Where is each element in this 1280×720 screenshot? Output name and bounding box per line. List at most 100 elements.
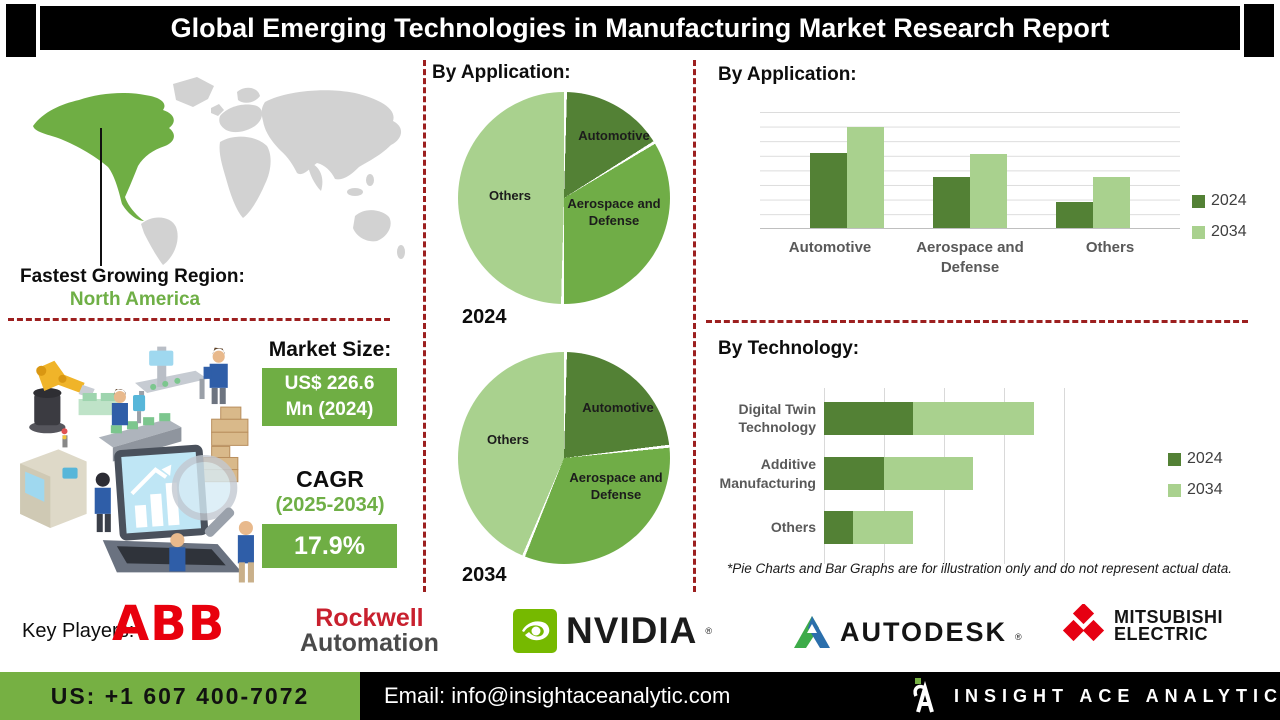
nvidia-eye-icon bbox=[513, 609, 557, 653]
key-players-label: Key Players: bbox=[22, 620, 135, 642]
bar-2034 bbox=[969, 153, 1007, 228]
mitsubishi-line2: ELECTRIC bbox=[1114, 624, 1208, 644]
region-asia bbox=[261, 90, 402, 180]
bar-segment-2024 bbox=[824, 457, 885, 491]
legend-swatch-2034 bbox=[1192, 225, 1205, 239]
pie-chart-2034: Automotive Aerospace and Defense Others bbox=[458, 352, 670, 564]
divider-horizontal-right bbox=[706, 320, 1248, 323]
technology-bar-chart: Digital Twin Technology Additive Manufact… bbox=[704, 400, 1084, 563]
bar-group-automotive bbox=[810, 112, 885, 228]
pie-chart-2024: Automotive Aerospace and Defense Others bbox=[458, 92, 670, 304]
header-corner-right bbox=[1244, 4, 1274, 57]
header-corner-left bbox=[6, 4, 36, 57]
brand-lockup: INSIGHT ACE ANALYTIC bbox=[912, 672, 1280, 720]
logo-mitsubishi-electric: MITSUBISHI ELECTRIC bbox=[1060, 604, 1223, 648]
page-title: Global Emerging Technologies in Manufact… bbox=[170, 12, 1110, 43]
category-label: Additive Manufacturing bbox=[719, 456, 816, 491]
factory-illustration bbox=[20, 346, 254, 583]
bar-group-aerospace-and-defense bbox=[932, 112, 1007, 228]
autodesk-registered-mark: ® bbox=[1015, 632, 1022, 642]
region-india bbox=[308, 163, 323, 191]
bar-segment-2034 bbox=[913, 401, 1034, 435]
application-bar-categories: Automotive Aerospace and Defense Others bbox=[760, 238, 1180, 277]
bar-segment-2034 bbox=[884, 457, 974, 491]
bar-segment-2034 bbox=[852, 510, 914, 544]
cagr-value: 17.9% bbox=[262, 524, 397, 568]
cnc-machine-icon bbox=[20, 428, 111, 533]
category-label: Automotive bbox=[788, 239, 872, 256]
category-label: Others bbox=[1085, 239, 1135, 256]
nvidia-wordmark: NVIDIA bbox=[566, 610, 698, 651]
legend-label: 2024 bbox=[1187, 450, 1223, 467]
inspection-station-icon bbox=[135, 346, 228, 412]
rockwell-line2: Automation bbox=[300, 629, 439, 657]
phone-number: US: +1 607 400-7072 bbox=[50, 682, 310, 709]
legend-label: 2034 bbox=[1211, 223, 1247, 240]
logo-autodesk: AUTODESK ® bbox=[792, 614, 1022, 650]
mitsubishi-line1: MITSUBISHI bbox=[1114, 606, 1224, 627]
legend-label: 2034 bbox=[1187, 481, 1223, 498]
map-pointer-line bbox=[100, 128, 102, 266]
application-legend: 2024 2034 bbox=[1192, 192, 1247, 241]
region-uk bbox=[211, 104, 224, 116]
laptop-chart-icon bbox=[102, 444, 254, 583]
bar-segment-2024 bbox=[824, 510, 853, 544]
tech-bar-row: Others bbox=[704, 510, 1084, 544]
region-philippines bbox=[366, 174, 374, 186]
mitsubishi-diamonds-icon bbox=[1062, 604, 1105, 642]
insight-ace-logo-icon bbox=[913, 678, 934, 713]
bar-track bbox=[824, 457, 1065, 491]
tech-bar-row: Digital Twin Technology bbox=[704, 400, 1084, 436]
region-greenland bbox=[173, 77, 214, 107]
title-bar: Global Emerging Technologies in Manufact… bbox=[40, 6, 1240, 50]
category-label: Others bbox=[770, 519, 816, 536]
legend-item-2034: 2034 bbox=[1168, 481, 1223, 499]
region-north-america bbox=[33, 92, 174, 221]
legend-item-2024: 2024 bbox=[1192, 192, 1247, 210]
cagr-label: CAGR bbox=[296, 466, 364, 492]
tech-bar-row: Additive Manufacturing bbox=[704, 455, 1084, 491]
logo-abb: ABB bbox=[112, 596, 226, 652]
divider-vertical-left bbox=[423, 60, 426, 592]
region-south-america bbox=[141, 217, 178, 265]
legend-item-2034: 2034 bbox=[1192, 223, 1247, 241]
robot-arm-icon bbox=[29, 360, 119, 434]
pie-slice-label-aerospace: Aerospace and Defense bbox=[569, 470, 663, 502]
category-label: Aerospace and Defense bbox=[916, 239, 1024, 276]
divider-vertical-right bbox=[693, 60, 696, 592]
bar-2024 bbox=[810, 152, 848, 228]
category-label: Digital Twin Technology bbox=[738, 401, 816, 436]
bar-track bbox=[824, 510, 1065, 544]
region-scandinavia bbox=[237, 87, 260, 103]
logo-nvidia: NVIDIA ® bbox=[512, 608, 712, 654]
brand-name: INSIGHT ACE ANALYTIC bbox=[954, 685, 1280, 706]
technology-legend: 2024 2034 bbox=[1168, 450, 1223, 499]
legend-label: 2024 bbox=[1211, 192, 1247, 209]
legend-swatch-2024 bbox=[1168, 452, 1181, 466]
bar-track bbox=[824, 401, 1065, 435]
bar-segment-2024 bbox=[824, 401, 914, 435]
pie-slice-label-automotive: Automotive bbox=[582, 400, 654, 415]
divider-horizontal-left bbox=[8, 318, 390, 321]
market-size-value: US$ 226.6 Mn (2024) bbox=[262, 368, 397, 426]
pies-section-heading: By Application: bbox=[432, 62, 571, 83]
pie-slice-label-automotive: Automotive bbox=[578, 128, 650, 143]
region-africa bbox=[219, 136, 271, 218]
cagr-period: (2025-2034) bbox=[275, 494, 385, 516]
technology-section-heading: By Technology: bbox=[718, 338, 860, 359]
fastest-growing-region-value: North America bbox=[69, 289, 201, 310]
disclaimer-footnote: *Pie Charts and Bar Graphs are for illus… bbox=[727, 561, 1233, 576]
autodesk-a-icon bbox=[794, 616, 830, 648]
legend-swatch-2024 bbox=[1192, 194, 1205, 208]
footer-email-block: Email: info@insightaceanalytic.com INSIG… bbox=[360, 672, 1280, 720]
application-bar-chart bbox=[760, 112, 1180, 229]
footer-phone-block: US: +1 607 400-7072 bbox=[0, 672, 360, 720]
pie-year-2034: 2034 bbox=[462, 564, 507, 586]
region-indonesia bbox=[347, 188, 363, 196]
region-japan bbox=[376, 133, 388, 151]
logo-rockwell-automation: Rockwell Automation bbox=[300, 606, 439, 656]
region-europe bbox=[219, 104, 263, 133]
bar-2024 bbox=[932, 176, 970, 228]
pie-slice-label-others: Others bbox=[487, 432, 529, 447]
